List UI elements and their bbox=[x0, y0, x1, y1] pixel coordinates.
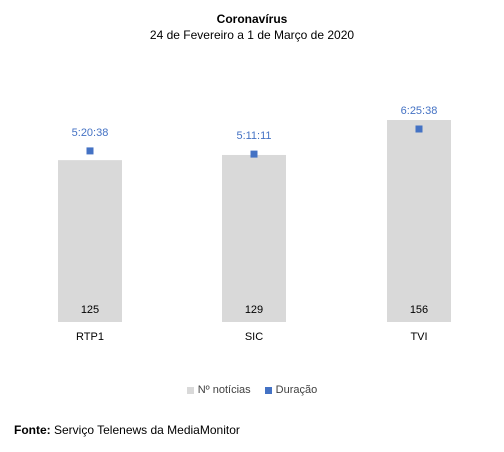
duration-value-label: 5:20:38 bbox=[72, 127, 109, 139]
bar-rtp1 bbox=[58, 160, 122, 322]
duration-value-label: 5:11:11 bbox=[236, 130, 271, 142]
chart-title: Coronavírus bbox=[216, 12, 288, 26]
legend-label-count: Nº notícias bbox=[197, 384, 251, 396]
legend-swatch-count bbox=[186, 386, 194, 394]
duration-value-label: 6:25:38 bbox=[401, 105, 438, 117]
duration-marker-sic bbox=[250, 150, 258, 158]
bar-value-label: 129 bbox=[245, 304, 263, 316]
legend-item-duration: Duração bbox=[264, 384, 318, 396]
chart-legend: Nº notícias Duração bbox=[0, 384, 504, 396]
chart-subtitle: 24 de Fevereiro a 1 de Março de 2020 bbox=[149, 28, 355, 42]
x-tick-label: TVI bbox=[410, 331, 427, 343]
bar-sic bbox=[222, 154, 286, 322]
chart-plot-area: 125 5:20:38 RTP1 129 5:11:11 SIC 156 6:25:38 TVI bbox=[58, 105, 451, 343]
legend-label-duration: Duração bbox=[275, 384, 318, 396]
source-note: Fonte: Serviço Telenews da MediaMonitor bbox=[14, 423, 240, 437]
x-tick-label: RTP1 bbox=[76, 331, 104, 343]
bar-value-label: 156 bbox=[410, 304, 428, 316]
source-prefix: Fonte: bbox=[14, 423, 51, 437]
duration-marker-tvi bbox=[415, 125, 423, 133]
x-tick-label: SIC bbox=[245, 331, 263, 343]
duration-marker-rtp1 bbox=[86, 147, 94, 155]
legend-swatch-duration bbox=[264, 386, 272, 394]
source-text: Serviço Telenews da MediaMonitor bbox=[54, 423, 240, 437]
bar-value-label: 125 bbox=[81, 304, 99, 316]
legend-item-count: Nº notícias bbox=[186, 384, 251, 396]
bar-tvi bbox=[387, 120, 451, 322]
